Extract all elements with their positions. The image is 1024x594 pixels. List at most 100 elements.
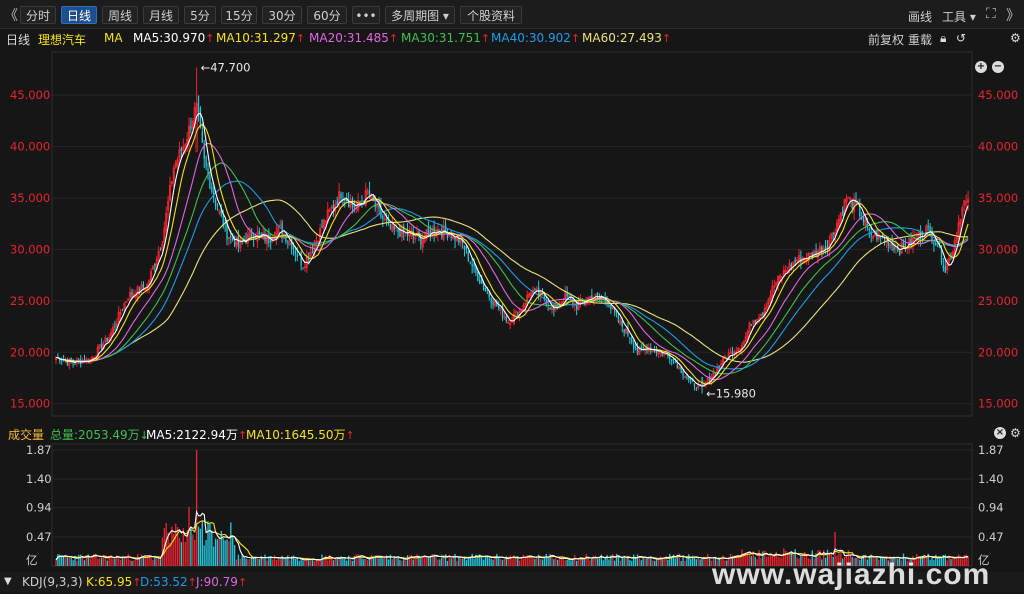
volume-bar (910, 558, 912, 566)
volume-bar (560, 558, 563, 566)
volume-bar (473, 558, 475, 566)
candle-body (340, 193, 342, 199)
candle-body (543, 292, 546, 300)
volume-bar (173, 533, 175, 566)
candle-body (837, 218, 840, 227)
y-tick-left: 30.000 (10, 242, 50, 256)
multi-period-dropdown[interactable]: 多周期图 ▾ (385, 6, 455, 24)
zoom-out-icon[interactable]: − (992, 61, 1004, 73)
volume-bar (262, 558, 264, 566)
volume-bar (881, 556, 884, 566)
tab-fenshi[interactable]: 分时 (20, 6, 56, 24)
tab-60min[interactable]: 60分 (307, 6, 347, 24)
volume-bar (420, 558, 422, 566)
candle-body (498, 305, 500, 309)
volume-bar (241, 554, 243, 566)
candle-body (114, 326, 116, 328)
candle-body (368, 190, 371, 197)
fullscreen-icon[interactable]: ⛶ (986, 6, 996, 22)
volume-bar (256, 557, 259, 566)
candle-body (842, 209, 844, 215)
tab-weekly[interactable]: 周线 (102, 6, 138, 24)
candle-body (859, 203, 861, 216)
y-tick-left: 35.000 (10, 191, 50, 205)
volume-bar (619, 560, 622, 566)
volume-bar (482, 559, 485, 566)
candle-body (746, 331, 749, 340)
close-volume-icon[interactable]: × (994, 427, 1006, 439)
candle-body (611, 307, 614, 310)
candle-body (811, 253, 813, 258)
candle-body (427, 226, 430, 233)
volume-chart[interactable]: 1.87 1.87 1.40 1.40 0.94 0.94 0.47 0.47 亿 亿 (0, 442, 1024, 570)
candle-body (205, 156, 207, 167)
volume-bar (99, 558, 101, 566)
candle-body (421, 238, 424, 248)
forward-adjust-button[interactable]: 前复权 (868, 33, 905, 47)
candle-body (157, 250, 160, 260)
volume-bar (866, 559, 869, 566)
candle-body (621, 319, 623, 328)
candlestick-chart[interactable]: 15.000 15.000 20.000 20.000 25.000 25.000 30.0… (0, 46, 1024, 420)
collapse-right-icon[interactable]: 》 (1006, 8, 1020, 24)
volume-bar (794, 549, 796, 566)
volume-bar (498, 556, 500, 566)
candle-body (378, 203, 380, 209)
tab-monthly[interactable]: 月线 (143, 6, 179, 24)
candle-body (361, 200, 363, 202)
volume-bar (395, 557, 397, 566)
undo-icon[interactable]: ↺ (956, 31, 967, 45)
collapse-left-icon[interactable]: 《 (4, 8, 18, 24)
candle-body (363, 200, 365, 203)
candle-body (308, 258, 310, 260)
tab-30min[interactable]: 30分 (262, 6, 302, 24)
volume-tick-left: 1.87 (26, 443, 52, 457)
volume-bar (887, 560, 889, 566)
volume-settings-icon[interactable]: ⚙ (1010, 426, 1021, 440)
candle-body (490, 298, 492, 303)
volume-bar (919, 557, 922, 566)
volume-bar (758, 549, 760, 566)
zoom-in-icon[interactable]: + (975, 61, 987, 73)
volume-bar (513, 555, 515, 566)
volume-bar (403, 558, 405, 566)
tab-5min[interactable]: 5分 (184, 6, 216, 24)
volume-tick-right: 亿 (978, 553, 990, 567)
volume-bar (154, 557, 156, 566)
draw-line-button[interactable]: 画线 (908, 10, 933, 24)
tab-daily[interactable]: 日线 (61, 6, 97, 24)
candle-body (830, 232, 833, 240)
kdj-collapse-icon[interactable]: ▼ (4, 576, 12, 587)
candle-body (496, 301, 498, 307)
more-periods-button[interactable]: ••• (352, 6, 380, 24)
y-tick-right: 40.000 (978, 140, 1018, 154)
ma60-value: MA60:27.493↑ (582, 31, 672, 45)
candle-body (288, 241, 291, 245)
candle-body (868, 229, 870, 231)
volume-bar (876, 556, 878, 566)
candle-body (450, 236, 452, 238)
volume-bar (325, 555, 327, 566)
stock-profile-button[interactable]: 个股资料 (460, 6, 522, 24)
volume-bar (864, 554, 867, 566)
volume-bar (663, 558, 665, 566)
main-plot-frame (51, 51, 973, 417)
y-tick-right: 45.000 (978, 88, 1018, 102)
volume-bar (137, 554, 139, 566)
tools-dropdown[interactable]: 工具 ▾ (942, 10, 976, 24)
volume-bar (490, 558, 492, 566)
volume-bar (862, 554, 865, 566)
settings-icon[interactable]: ⚙ (1010, 31, 1021, 45)
reload-button[interactable]: 重载 (908, 33, 933, 47)
candle-body (482, 282, 485, 290)
candle-body (887, 236, 889, 247)
candle-body (701, 376, 703, 386)
tab-15min[interactable]: 15分 (221, 6, 257, 24)
volume-bar (743, 553, 745, 566)
volume-tick-left: 亿 (26, 553, 38, 567)
volume-bar (574, 555, 576, 566)
candle-body (395, 226, 398, 229)
volume-bar (370, 554, 373, 566)
volume-bar (690, 558, 692, 566)
lock-icon[interactable]: 🔒︎ (940, 31, 947, 45)
